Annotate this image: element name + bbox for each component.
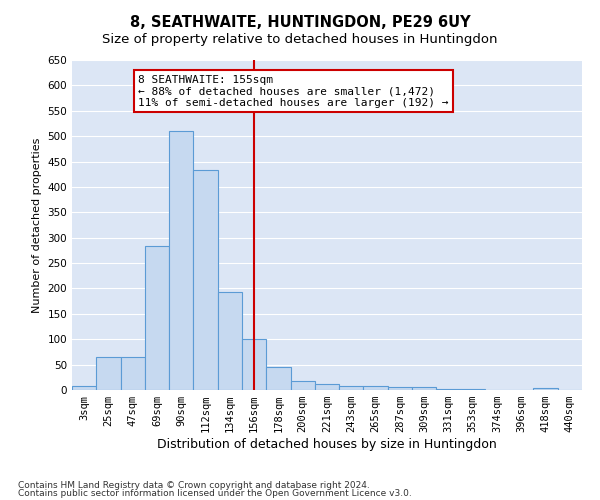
Bar (145, 246, 169, 390)
Bar (461, 389, 485, 390)
Text: Contains public sector information licensed under the Open Government Licence v3: Contains public sector information licen… (18, 489, 412, 498)
Bar (169, 130, 193, 390)
Bar (242, 339, 266, 390)
Bar (339, 386, 364, 390)
Text: 8 SEATHWAITE: 155sqm
← 88% of detached houses are smaller (1,472)
11% of semi-de: 8 SEATHWAITE: 155sqm ← 88% of detached h… (139, 75, 449, 108)
Bar (315, 384, 339, 390)
Bar (266, 366, 290, 390)
Bar (72, 386, 96, 390)
Text: 8, SEATHWAITE, HUNTINGDON, PE29 6UY: 8, SEATHWAITE, HUNTINGDON, PE29 6UY (130, 15, 470, 30)
Text: Contains HM Land Registry data © Crown copyright and database right 2024.: Contains HM Land Registry data © Crown c… (18, 480, 370, 490)
Bar (364, 386, 388, 390)
X-axis label: Distribution of detached houses by size in Huntingdon: Distribution of detached houses by size … (157, 438, 497, 451)
Bar (218, 292, 242, 390)
Bar (533, 388, 558, 390)
Bar (290, 381, 315, 390)
Bar (121, 357, 145, 390)
Bar (388, 388, 412, 390)
Y-axis label: Number of detached properties: Number of detached properties (32, 138, 42, 312)
Bar (436, 389, 461, 390)
Bar (412, 388, 436, 390)
Bar (193, 170, 218, 390)
Bar (96, 357, 121, 390)
Text: Size of property relative to detached houses in Huntingdon: Size of property relative to detached ho… (102, 32, 498, 46)
